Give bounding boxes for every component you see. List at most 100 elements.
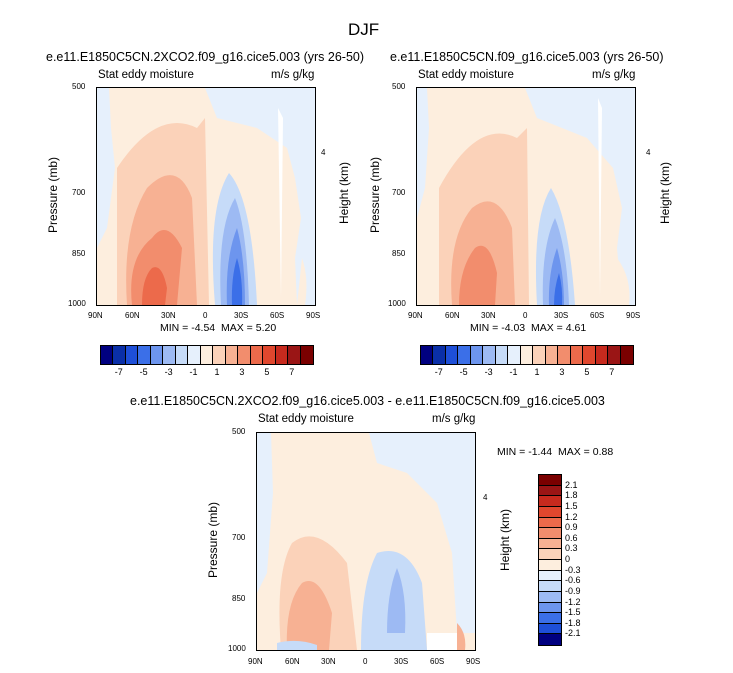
panel-2-title: e.e11.E1850C5CN.f09_g16.cice5.003 (yrs 2… [390, 50, 664, 64]
colorbar-label: -2.1 [565, 628, 581, 639]
panel-1-xtick: 90S [306, 311, 321, 320]
panel-2-ytick-right: 4 [646, 148, 651, 157]
panel-1-plot-area [96, 87, 316, 306]
colorbar-label: -1.8 [565, 617, 581, 628]
colorbar-top-right [420, 345, 634, 365]
panel-1-title: e.e11.E1850C5CN.2XCO2.f09_g16.cice5.003 … [46, 50, 365, 64]
colorbar-swatch [539, 591, 561, 603]
panel-3-xtick: 60S [430, 657, 445, 666]
colorbar-label: 1 [534, 367, 540, 377]
panel-2-min-max: MIN = -4.03 MAX = 4.61 [470, 322, 587, 334]
panel-2-xtick: 0 [523, 311, 528, 320]
colorbar-swatch [470, 346, 484, 364]
colorbar-label: -3 [164, 367, 173, 377]
colorbar-swatch [238, 346, 251, 364]
panel-1-contour-field [97, 88, 315, 305]
colorbar-label: -7 [434, 367, 443, 377]
colorbar-swatch [533, 346, 546, 364]
colorbar-swatch [583, 346, 596, 364]
colorbar-label: 0.6 [565, 532, 578, 543]
colorbar-swatch [539, 517, 561, 529]
panel-2-contour-field [417, 88, 635, 305]
colorbar-label: -1 [189, 367, 198, 377]
colorbar-label: -7 [114, 367, 123, 377]
colorbar-swatch [508, 346, 521, 364]
colorbar-swatch [150, 346, 164, 364]
colorbar-swatch [539, 528, 561, 539]
panel-2-xtick: 90N [408, 311, 423, 320]
colorbar-label: 1.8 [565, 490, 578, 501]
colorbar-swatch [570, 346, 584, 364]
colorbar-swatch [250, 346, 264, 364]
colorbar-label: 0 [565, 554, 571, 564]
panel-2-plot-area [416, 87, 636, 306]
colorbar-top-left [100, 345, 314, 365]
panel-2-right-label: m/s g/kg [592, 69, 636, 81]
colorbar-swatch [458, 346, 471, 364]
colorbar-swatch [300, 346, 313, 364]
colorbar-swatch [188, 346, 201, 364]
panel-2-xtick: 30S [554, 311, 569, 320]
panel-3-xtick: 90S [466, 657, 481, 666]
panel-2-xtick: 30N [481, 311, 496, 320]
colorbar-label: 5 [264, 367, 270, 377]
panel-1-ytick-right: 4 [321, 148, 326, 157]
colorbar-label: -1.5 [565, 607, 581, 618]
colorbar-swatch [620, 346, 633, 364]
colorbar-swatch [113, 346, 126, 364]
colorbar-label: 3 [559, 367, 565, 377]
colorbar-swatch [101, 346, 114, 364]
colorbar-swatch [288, 346, 301, 364]
panel-3-plot-area [256, 432, 476, 651]
colorbar-label: 7 [289, 367, 295, 377]
colorbar-swatch [539, 602, 561, 614]
panel-1-xtick: 30N [161, 311, 176, 320]
colorbar-label: 7 [609, 367, 615, 377]
panel-1-ylabel-right: Height (km) [337, 161, 352, 225]
colorbar-label: -5 [459, 367, 468, 377]
colorbar-label: -5 [139, 367, 148, 377]
colorbar-swatch [539, 506, 561, 518]
colorbar-swatch [539, 581, 561, 592]
colorbar-diff-labels: 2.1 1.8 1.5 1.2 0.9 0.6 0.3 0 -0.3 -0.6 -0.9 -1.2 -1… [565, 474, 605, 644]
colorbar-swatch [275, 346, 289, 364]
colorbar-swatch [539, 496, 561, 507]
colorbar-swatch [225, 346, 239, 364]
colorbar-swatch [138, 346, 151, 364]
colorbar-label: 1 [214, 367, 220, 377]
colorbar-swatch [213, 346, 226, 364]
colorbar-top-left-labels: -7 -5 -3 -1 1 3 5 7 [100, 367, 312, 379]
colorbar-label: 2.1 [565, 479, 578, 490]
panel-3-ytick-right: 4 [483, 493, 488, 502]
colorbar-swatch [163, 346, 176, 364]
colorbar-swatch [125, 346, 139, 364]
colorbar-swatch [539, 538, 561, 550]
colorbar-label: 0.9 [565, 522, 578, 533]
panel-2-ylabel-right: Height (km) [658, 161, 673, 225]
colorbar-swatch [595, 346, 609, 364]
colorbar-label: 1.2 [565, 511, 578, 522]
colorbar-swatch [539, 623, 561, 635]
colorbar-label: 0.3 [565, 543, 578, 554]
colorbar-diff [538, 474, 562, 646]
panel-3-ytick: 850 [232, 594, 246, 603]
colorbar-swatch [483, 346, 496, 364]
panel-1-ytick: 1000 [68, 299, 86, 308]
panel-3-xtick: 90N [248, 657, 263, 666]
colorbar-swatch [539, 560, 561, 571]
panel-1-xtick: 60N [125, 311, 140, 320]
colorbar-label: -0.3 [565, 564, 581, 575]
colorbar-swatch [539, 485, 561, 497]
panel-1-ytick: 500 [72, 82, 86, 91]
panel-2-left-label: Stat eddy moisture [418, 69, 514, 81]
colorbar-label: 5 [584, 367, 590, 377]
panel-3-contour-field [257, 433, 475, 650]
panel-3-xtick: 30N [321, 657, 336, 666]
colorbar-label: -1.2 [565, 596, 581, 607]
colorbar-swatch [433, 346, 446, 364]
panel-1-left-label: Stat eddy moisture [98, 69, 194, 81]
panel-1-ytick: 700 [72, 188, 86, 197]
colorbar-swatch [539, 570, 561, 582]
panel-3-xtick: 60N [285, 657, 300, 666]
colorbar-label: 1.5 [565, 500, 578, 511]
